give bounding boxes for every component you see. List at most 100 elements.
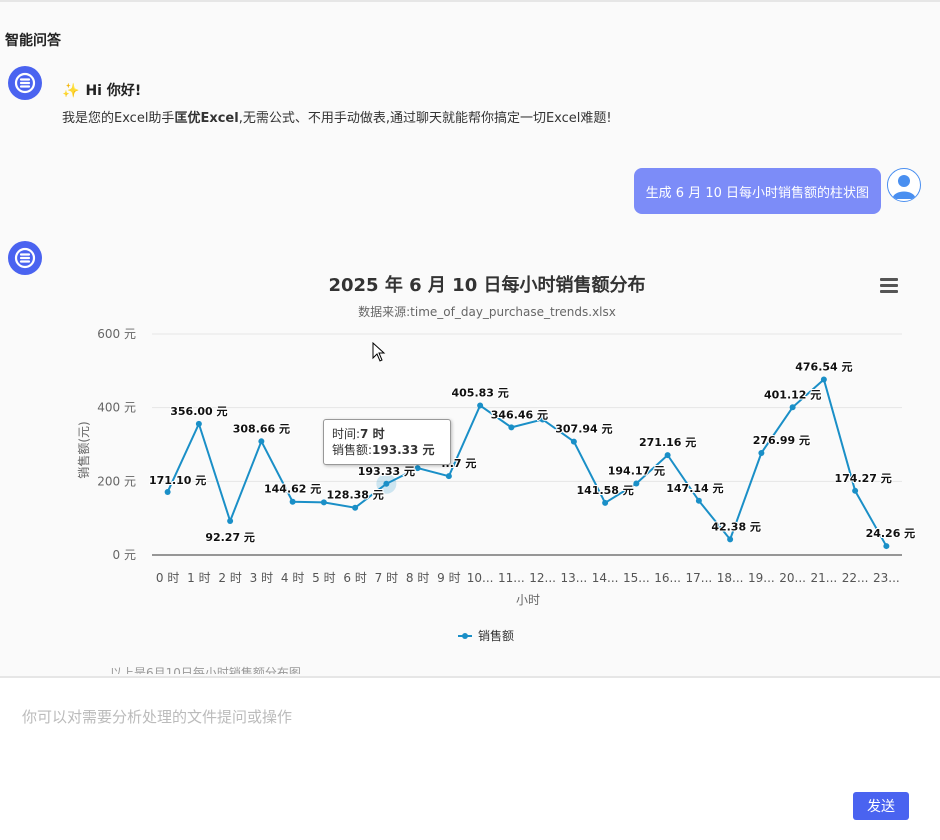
x-tick-label: 23... [873, 571, 900, 585]
x-tick-label: 11... [498, 571, 525, 585]
top-divider [0, 0, 940, 2]
data-label: 147.14 元 [666, 482, 723, 495]
data-point[interactable] [727, 536, 734, 543]
series-points [164, 376, 890, 550]
chart-subtitle: 数据来源:time_of_day_purchase_trends.xlsx [358, 304, 616, 319]
legend-item[interactable]: 销售额 [478, 628, 514, 643]
x-tick-label: 8 时 [406, 571, 429, 585]
data-label: 356.00 元 [170, 405, 227, 418]
data-label: 24.26 元 [866, 527, 916, 540]
y-tick-label: 600 元 [97, 327, 136, 341]
data-label: 171.10 元 [149, 474, 206, 487]
data-label: 308.66 元 [233, 422, 290, 435]
greeting-description: 我是您的Excel助手匡优Excel,无需公式、不用手动做表,通过聊天就能帮你搞… [62, 107, 612, 126]
data-label: 405.83 元 [451, 387, 508, 400]
user-icon [892, 175, 916, 199]
greeting-heading: ✨ Hi 你好! [62, 80, 141, 100]
x-tick-label: 9 时 [437, 571, 460, 585]
chart-menu-icon[interactable] [880, 278, 898, 294]
data-label: 174.27 元 [834, 472, 891, 485]
send-button[interactable]: 发送 [853, 792, 909, 820]
x-axis-label: 小时 [516, 593, 540, 607]
data-label: 194.17 元 [608, 464, 665, 477]
x-axis-ticks: 0 时 1 时 2 时 3 时 4 时 5 时 6 时 7 时 8 时 9 时 10... 11...… [156, 571, 900, 585]
data-point[interactable] [633, 480, 640, 487]
x-tick-label: 15... [623, 571, 650, 585]
data-point[interactable] [570, 438, 577, 445]
x-tick-label: 13... [561, 571, 588, 585]
data-point[interactable] [195, 420, 202, 427]
chart-grid [152, 333, 902, 556]
data-label: 92.27 元 [205, 531, 255, 544]
x-tick-label: 1 时 [187, 571, 210, 585]
data-point[interactable] [852, 487, 859, 494]
data-point[interactable] [789, 404, 796, 411]
data-label: 346.46 元 [491, 408, 548, 421]
assistant-logo-icon [14, 72, 36, 94]
data-point[interactable] [508, 424, 515, 431]
y-axis-ticks: 0 元 200 元 400 元 600 元 [97, 327, 136, 562]
mouse-cursor-icon [372, 342, 386, 362]
sales-line-chart: 2025 年 6 月 10 日每小时销售额分布 数据来源:time_of_day… [76, 274, 916, 643]
data-point[interactable] [758, 449, 765, 456]
data-label: 401.12 元 [764, 388, 821, 401]
data-point[interactable] [414, 465, 421, 472]
x-tick-label: 14... [592, 571, 619, 585]
tooltip-sales-label: 销售额: [332, 443, 373, 457]
data-point[interactable] [539, 416, 546, 423]
y-tick-label: 400 元 [97, 401, 136, 415]
y-axis-label: 销售额(元) [76, 421, 91, 478]
x-tick-label: 0 时 [156, 571, 179, 585]
chart-title: 2025 年 6 月 10 日每小时销售额分布 [328, 274, 645, 296]
page-title: 智能问答 [5, 33, 61, 49]
greeting-brand: 匡优Excel [174, 111, 239, 126]
series-line-path [166, 377, 888, 547]
data-point[interactable] [258, 438, 265, 445]
x-tick-label: 19... [748, 571, 775, 585]
data-point[interactable] [695, 497, 702, 504]
data-point[interactable] [352, 504, 359, 511]
x-tick-label: 2 时 [218, 571, 241, 585]
chat-input[interactable] [20, 704, 924, 768]
data-point[interactable] [883, 543, 890, 550]
data-point[interactable] [383, 480, 390, 487]
x-tick-label: 4 时 [281, 571, 304, 585]
data-point[interactable] [820, 376, 827, 383]
x-tick-label: 17... [686, 571, 713, 585]
x-tick-label: 22... [842, 571, 869, 585]
x-tick-label: 10... [467, 571, 494, 585]
x-tick-label: 7 时 [375, 571, 398, 585]
legend[interactable]: 销售额 [458, 628, 514, 643]
data-point[interactable] [477, 402, 484, 409]
data-label: 128.38 元 [326, 489, 383, 502]
data-point[interactable] [320, 499, 327, 506]
data-label: 141.58 元 [576, 484, 633, 497]
y-tick-label: 0 元 [113, 548, 136, 562]
sparkle-icon: ✨ [62, 83, 80, 99]
data-point[interactable] [289, 498, 296, 505]
tooltip-time-value: 7 时 [360, 427, 385, 441]
series-line [166, 377, 888, 547]
data-label: 307.94 元 [555, 423, 612, 436]
greeting-desc-suffix: ,无需公式、不用手动做表,通过聊天就能帮你搞定一切Excel难题! [238, 111, 612, 126]
assistant-logo-icon [14, 247, 36, 269]
data-point[interactable] [602, 499, 609, 506]
data-labels: 171.10 元 356.00 元 92.27 元 308.66 元 144.62 元 1… [148, 359, 916, 545]
data-label: 271.16 元 [639, 436, 696, 449]
data-point[interactable] [227, 518, 234, 525]
data-point[interactable] [664, 452, 671, 459]
tooltip-time-label: 时间: [332, 427, 361, 441]
data-label: 476.54 元 [795, 360, 852, 373]
data-label: 193.33 元 [358, 465, 415, 478]
greeting-hi: Hi 你好! [85, 83, 142, 99]
x-tick-label: 20... [779, 571, 806, 585]
x-tick-label: 18... [717, 571, 744, 585]
data-point[interactable] [445, 473, 452, 480]
x-tick-label: 16... [654, 571, 681, 585]
assistant-avatar-2 [8, 241, 42, 275]
data-label: 42.38 元 [711, 520, 761, 533]
greeting-desc-prefix: 我是您的Excel助手 [62, 111, 175, 126]
data-point[interactable] [164, 488, 171, 495]
x-tick-label: 3 时 [250, 571, 273, 585]
user-message-bubble: 生成 6 月 10 日每小时销售额的柱状图 [633, 168, 881, 214]
